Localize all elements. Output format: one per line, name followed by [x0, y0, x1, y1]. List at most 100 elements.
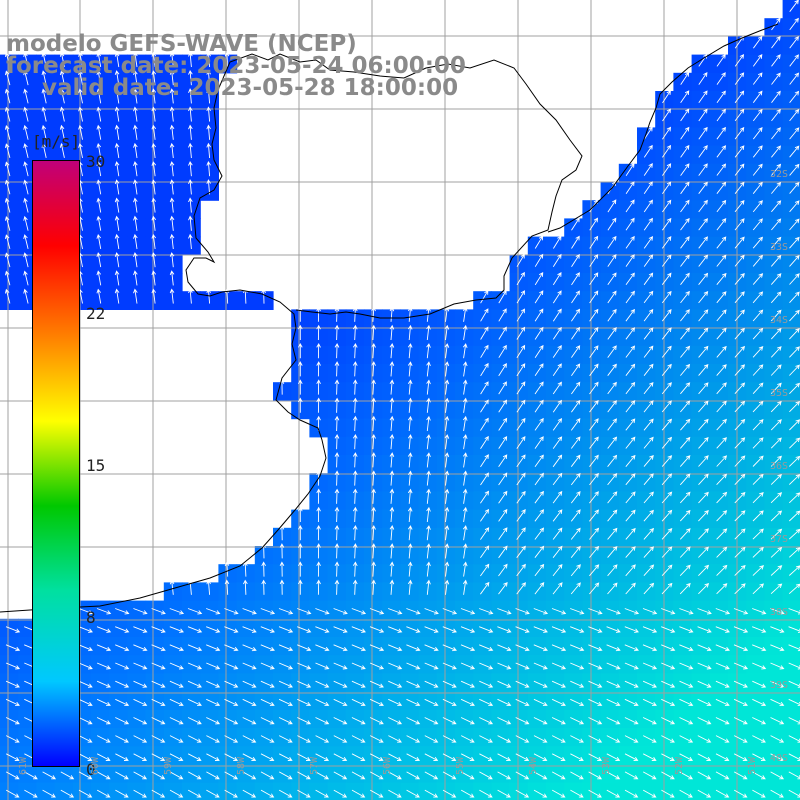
wind-arrow — [551, 717, 566, 725]
lat-label: 32S — [770, 169, 789, 180]
wind-arrow — [698, 491, 709, 504]
wind-arrow — [662, 163, 672, 176]
wind-arrow — [78, 662, 93, 670]
wind-arrow — [59, 51, 65, 67]
wind-arrow — [114, 70, 120, 86]
wind-cell — [746, 400, 765, 420]
wind-arrow — [298, 524, 303, 541]
wind-cell — [709, 163, 729, 183]
wind-arrow — [460, 735, 475, 743]
wind-cell — [600, 382, 620, 401]
wind-arrow — [169, 270, 175, 286]
wind-arrow — [96, 288, 102, 304]
wind-arrow — [151, 288, 157, 304]
wind-arrow — [371, 342, 376, 359]
wind-arrow — [516, 381, 526, 395]
wind-arrow — [333, 698, 348, 707]
wind-cell — [273, 782, 292, 800]
wind-arrow — [115, 644, 130, 652]
wind-arrow — [96, 753, 111, 761]
wind-arrow — [680, 254, 690, 267]
wind-arrow — [733, 789, 748, 798]
wind-arrow — [752, 680, 767, 688]
wind-arrow — [96, 106, 102, 122]
wind-arrow — [369, 735, 384, 743]
wind-arrow — [589, 545, 600, 558]
wind-arrow — [426, 543, 431, 559]
wind-arrow — [369, 644, 385, 652]
wind-arrow — [206, 579, 211, 595]
wind-arrow — [480, 399, 489, 413]
wind-cell — [782, 728, 800, 747]
wind-arrow — [698, 126, 708, 140]
wind-arrow — [679, 455, 691, 467]
wind-arrow — [462, 452, 468, 468]
wind-arrow — [534, 417, 544, 431]
wind-arrow — [770, 492, 783, 504]
wind-arrow — [460, 644, 476, 652]
wind-arrow — [96, 771, 111, 780]
wind-arrow — [697, 753, 712, 761]
wind-arrow — [588, 717, 603, 725]
wind-arrow — [206, 106, 211, 122]
wind-arrow — [151, 698, 166, 707]
wind-arrow — [444, 361, 450, 377]
wind-arrow — [115, 626, 130, 633]
wind-arrow — [371, 324, 376, 341]
wind-arrow — [333, 735, 348, 743]
wind-arrow — [752, 626, 767, 633]
wind-arrow — [607, 199, 617, 213]
wind-arrow — [278, 662, 294, 670]
wind-arrow — [589, 326, 599, 340]
wind-arrow — [698, 583, 710, 595]
wind-arrow — [316, 306, 321, 322]
wind-arrow — [4, 197, 11, 213]
wind-cell — [200, 782, 219, 800]
wind-arrow — [260, 644, 275, 652]
wind-arrow — [169, 579, 175, 595]
wind-arrow — [133, 626, 148, 633]
wind-arrow — [498, 308, 507, 322]
wind-arrow — [260, 698, 275, 707]
wind-arrow — [770, 273, 782, 285]
wind-arrow — [41, 88, 47, 104]
wind-arrow — [697, 644, 712, 652]
wind-arrow — [78, 735, 93, 743]
wind-arrow — [607, 381, 617, 395]
wind-arrow — [4, 124, 11, 140]
wind-arrow — [679, 436, 691, 449]
wind-arrow — [371, 306, 376, 322]
wind-arrow — [169, 680, 184, 688]
wind-arrow — [643, 418, 654, 431]
wind-arrow — [734, 583, 746, 595]
wind-arrow — [297, 698, 312, 707]
wind-arrow — [78, 124, 83, 140]
wind-arrow — [625, 199, 635, 213]
wind-arrow — [371, 579, 376, 595]
wind-arrow — [389, 561, 395, 577]
wind-arrow — [334, 524, 340, 541]
wind-arrow — [426, 379, 431, 395]
wind-arrow — [23, 215, 29, 231]
wind-cell — [509, 436, 529, 456]
wind-arrow — [752, 54, 763, 67]
wind-arrow — [369, 771, 384, 780]
wind-arrow — [371, 506, 376, 523]
wind-arrow — [661, 491, 673, 504]
wind-arrow — [552, 308, 562, 322]
wind-arrow — [661, 644, 676, 652]
colorbar — [32, 160, 80, 767]
wind-arrow — [4, 161, 11, 177]
wind-arrow — [588, 644, 603, 652]
wind-arrow — [444, 343, 450, 359]
wind-arrow — [698, 290, 709, 304]
wind-arrow — [733, 644, 749, 652]
wind-arrow — [444, 452, 450, 468]
wind-cell — [655, 254, 674, 274]
wind-arrow — [606, 789, 621, 798]
wind-arrow — [316, 579, 321, 595]
wind-cell — [473, 782, 492, 800]
wind-arrow — [96, 88, 102, 104]
wind-cell — [527, 509, 547, 529]
wind-arrow — [480, 563, 490, 577]
